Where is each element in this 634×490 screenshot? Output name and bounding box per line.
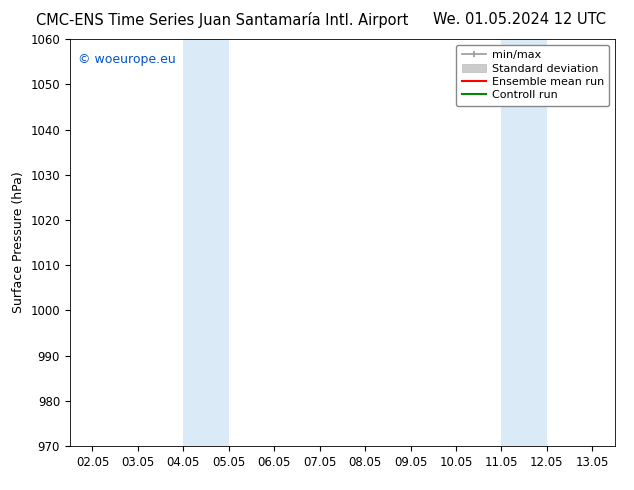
Text: © woeurope.eu: © woeurope.eu [78,53,176,67]
Text: We. 01.05.2024 12 UTC: We. 01.05.2024 12 UTC [434,12,606,27]
Bar [183,39,229,446]
Text: CMC-ENS Time Series Juan Santamaría Intl. Airport: CMC-ENS Time Series Juan Santamaría Intl… [36,12,408,28]
Y-axis label: Surface Pressure (hPa): Surface Pressure (hPa) [11,172,25,314]
Legend: min/max, Standard deviation, Ensemble mean run, Controll run: min/max, Standard deviation, Ensemble me… [456,45,609,106]
Bar [501,39,547,446]
